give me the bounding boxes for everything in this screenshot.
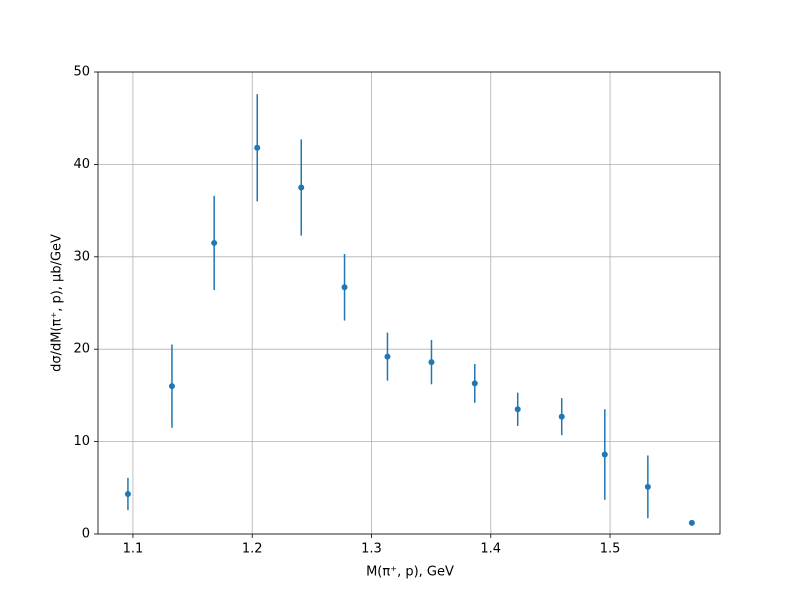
- y-tick-label: 0: [82, 527, 90, 542]
- y-tick-label: 30: [73, 249, 90, 264]
- data-point: [168, 383, 175, 390]
- y-tick-label: 20: [73, 342, 90, 357]
- y-tick-label: 10: [73, 434, 90, 449]
- data-point: [558, 413, 565, 420]
- y-tick-label: 50: [73, 65, 90, 80]
- x-tick-label: 1.1: [123, 542, 144, 557]
- plot-frame: [97, 71, 721, 535]
- data-point: [211, 239, 218, 246]
- y-axis-label: dσ/dM(π⁺, p), μb/GeV: [50, 234, 65, 372]
- x-tick-label: 1.3: [361, 542, 382, 557]
- data-point: [688, 519, 695, 526]
- x-axis-label: M(π⁺, p), GeV: [366, 565, 454, 580]
- y-tick-label: 40: [73, 157, 90, 172]
- data-point: [341, 284, 348, 291]
- data-point: [644, 483, 651, 490]
- data-point: [254, 144, 261, 151]
- data-point: [124, 490, 131, 497]
- data-point: [384, 353, 391, 360]
- data-point: [471, 380, 478, 387]
- data-point: [428, 359, 435, 366]
- x-tick-label: 1.2: [242, 542, 263, 557]
- data-point: [514, 406, 521, 413]
- x-tick-label: 1.5: [600, 542, 621, 557]
- data-point: [298, 184, 305, 191]
- x-tick-label: 1.4: [480, 542, 501, 557]
- data-point: [601, 451, 608, 458]
